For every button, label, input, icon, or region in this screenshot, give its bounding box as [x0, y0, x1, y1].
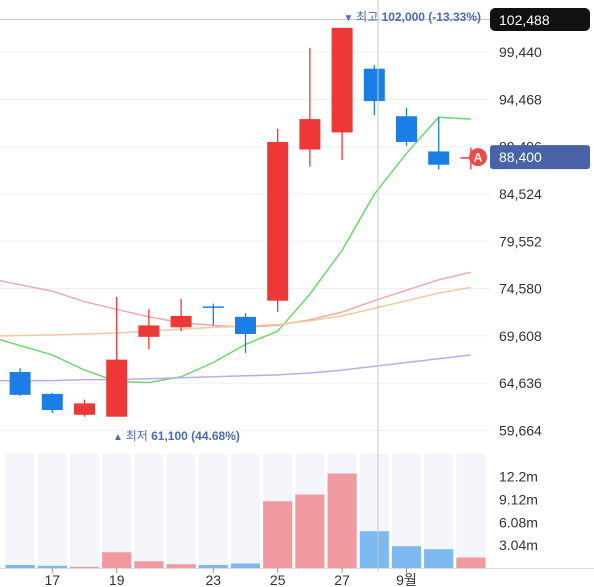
volume-bar [263, 501, 293, 568]
price-tick-label: 99,440 [499, 44, 542, 60]
volume-slot [102, 454, 132, 568]
current-price-marker-letter: A [474, 151, 483, 165]
low-price-marker: ▲ 최저 61,100 (44.68%) [113, 429, 240, 443]
low-marker-change: (44.68%) [188, 429, 240, 443]
volume-bar [295, 494, 325, 568]
low-marker-value: 61,100 [148, 429, 188, 443]
candle-up [267, 141, 289, 301]
volume-slot [230, 454, 261, 568]
volume-bar [230, 563, 261, 568]
volume-bar [198, 565, 228, 568]
price-tick-label: 84,524 [499, 186, 542, 202]
price-grid [0, 51, 490, 431]
date-tick-label: 23 [206, 572, 222, 587]
candle-up [299, 119, 321, 150]
date-tick-label: 27 [334, 572, 350, 587]
candle-down [363, 68, 385, 102]
candle-down [9, 372, 31, 395]
volume-bar [391, 546, 422, 568]
candle-up [106, 359, 128, 417]
high-marker-value: 102,000 [378, 10, 425, 24]
volume-slot [5, 454, 35, 568]
date-tick-label: 19 [109, 572, 125, 587]
volume-bar [327, 473, 357, 568]
volume-tick-label: 6.08m [499, 514, 538, 530]
price-tick-label: 69,608 [499, 328, 542, 344]
volume-tick-label: 12.2m [499, 469, 538, 485]
volume-bar [359, 531, 389, 568]
date-tick-label: 9월 [396, 572, 417, 587]
candlestick-series[interactable] [9, 27, 482, 417]
low-marker-arrow: ▲ [113, 432, 126, 443]
price-tick-label: 59,664 [499, 422, 542, 438]
volume-slot [424, 454, 454, 568]
candle-down [235, 316, 256, 334]
volume-tick-label: 9.12m [499, 492, 538, 508]
volume-slot [134, 454, 164, 568]
volume-bar [102, 552, 132, 568]
moving-average-line [0, 354, 471, 382]
volume-bar [166, 564, 196, 568]
volume-bar [5, 565, 35, 568]
crosshair-price-tag [490, 8, 590, 31]
high-marker-change: (-13.33%) [425, 10, 481, 24]
price-tick-label: 94,468 [499, 91, 542, 107]
volume-slot [166, 454, 196, 568]
volume-axis: 12.2m 9.12m 6.08m 3.04m [499, 469, 538, 554]
date-tick-label: 25 [270, 572, 286, 587]
current-price-text: 88,400 [499, 149, 542, 165]
candle-up [138, 325, 160, 337]
candle-up [170, 315, 192, 328]
high-marker-label: 최고 [356, 10, 378, 24]
high-price-marker: ▼ 최고 102,000 (-13.33%) [343, 10, 481, 24]
volume-bar [69, 566, 100, 568]
current-price-tag [490, 145, 590, 170]
crosshair-price-text: 102,488 [499, 12, 550, 28]
low-marker-label: 최저 [126, 429, 148, 443]
moving-average-line [0, 116, 471, 384]
price-tick-label: 74,580 [499, 281, 542, 297]
volume-bar [424, 549, 454, 568]
volume-bar [456, 557, 486, 568]
candle-down [428, 151, 450, 165]
volume-slot [37, 454, 67, 568]
date-axis: 17 19 23 25 27 9월 [0, 568, 594, 587]
volume-slot [69, 454, 100, 568]
candle-up [331, 27, 353, 133]
current-price-marker-badge [469, 148, 487, 167]
moving-average-lines [0, 116, 472, 384]
high-marker-arrow: ▼ [343, 13, 356, 24]
price-tick-label: 64,636 [499, 375, 542, 391]
date-tick-label: 17 [45, 572, 61, 587]
candle-down [202, 306, 224, 308]
volume-bar [134, 561, 164, 568]
volume-tick-label: 3.04m [499, 537, 538, 553]
annotations: ▼ 최고 102,000 (-13.33%) ▲ 최저 61,100 (44.68… [113, 8, 590, 443]
price-axis: 99,44094,46889,49684,52479,55274,58069,6… [499, 44, 542, 438]
volume-bars[interactable] [5, 454, 486, 568]
price-tick-label: 79,552 [499, 233, 542, 249]
volume-slot [456, 454, 486, 568]
candle-down [396, 116, 417, 142]
candle-up [74, 403, 95, 415]
volume-slot [198, 454, 228, 568]
volume-bar [37, 565, 67, 568]
candle-down [41, 393, 63, 411]
